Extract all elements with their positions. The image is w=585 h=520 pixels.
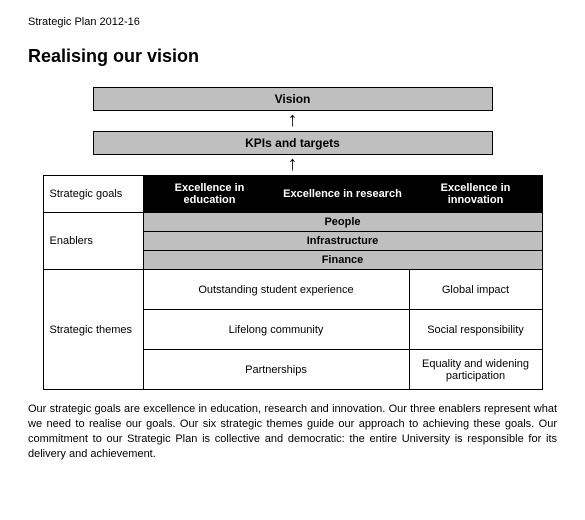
document-header: Strategic Plan 2012-16 [28,16,557,28]
theme-lifelong-community: Lifelong community [143,310,409,350]
arrow-up-icon: ↑ [288,112,298,130]
strategic-plan-table: Strategic goals Excellence in education … [43,175,543,390]
enabler-people: People [143,213,542,232]
row-label-themes: Strategic themes [43,270,143,390]
vision-stack: Vision ↑ KPIs and targets ↑ [28,87,557,175]
row-label-goals: Strategic goals [43,176,143,213]
theme-equality-widening-participation: Equality and widening participation [409,350,542,390]
arrow-up-icon: ↑ [288,156,298,174]
enabler-row-people: Enablers People [43,213,542,232]
kpis-box: KPIs and targets [93,131,493,155]
goal-research: Excellence in research [276,176,409,213]
theme-partnerships: Partnerships [143,350,409,390]
theme-global-impact: Global impact [409,270,542,310]
page-title: Realising our vision [28,46,557,67]
enabler-infrastructure: Infrastructure [143,232,542,251]
goal-education: Excellence in education [143,176,276,213]
theme-outstanding-student-experience: Outstanding student experience [143,270,409,310]
theme-social-responsibility: Social responsibility [409,310,542,350]
row-label-enablers: Enablers [43,213,143,270]
goal-innovation: Excellence in innovation [409,176,542,213]
vision-box: Vision [93,87,493,111]
footer-paragraph: Our strategic goals are excellence in ed… [28,402,557,461]
themes-row-1: Strategic themes Outstanding student exp… [43,270,542,310]
enabler-finance: Finance [143,251,542,270]
goals-row: Strategic goals Excellence in education … [43,176,542,213]
